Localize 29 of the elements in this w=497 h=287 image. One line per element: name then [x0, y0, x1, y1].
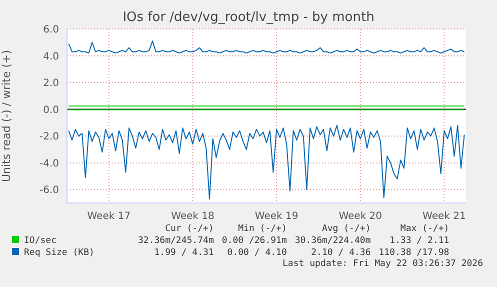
- x-tick-label: Week 21: [422, 211, 466, 222]
- text: Last update: Fri May 22 03:26:37 2026: [282, 259, 483, 269]
- text: Cur (-/+): [164, 223, 214, 235]
- text: 2.10 / 4.36: [310, 247, 371, 259]
- legend-label: IO/sec: [23, 235, 58, 247]
- text: 110.38 /17.98: [378, 247, 450, 259]
- y-axis-title: Units read (-) / write (+): [0, 50, 13, 182]
- y-tick-label: 4.0: [43, 51, 59, 62]
- text: 0.00 /26.91m: [220, 235, 287, 247]
- x-tick-label: Week 19: [254, 211, 298, 222]
- text: 1.33 / 2.11: [388, 235, 450, 247]
- text: 1.99 / 4.31: [153, 247, 214, 259]
- y-tick-label: -4.0: [39, 158, 59, 170]
- chart-title: IOs for /dev/vg_root/lv_tmp - by month: [122, 10, 376, 25]
- text: Avg (-/+): [320, 223, 371, 235]
- x-tick-label: Week 18: [171, 211, 214, 222]
- text: 30.36m/224.40m: [294, 235, 371, 247]
- y-tick-label: 0.0: [43, 104, 59, 116]
- text: Min (-/+): [237, 223, 287, 235]
- text: 0.00 / 4.10: [226, 247, 287, 259]
- y-tick-label: 6.0: [43, 24, 59, 36]
- x-tick-label: Week 17: [87, 211, 131, 222]
- text: Max (-/+): [399, 223, 450, 235]
- legend-label: Req Size (KB): [23, 247, 96, 259]
- y-tick-label: -6.0: [39, 185, 59, 196]
- y-tick-label: 2.0: [43, 78, 59, 90]
- x-tick-label: Week 20: [338, 211, 382, 222]
- y-tick-label: -2.0: [39, 132, 59, 143]
- text: 32.36m/245.74m: [137, 235, 214, 247]
